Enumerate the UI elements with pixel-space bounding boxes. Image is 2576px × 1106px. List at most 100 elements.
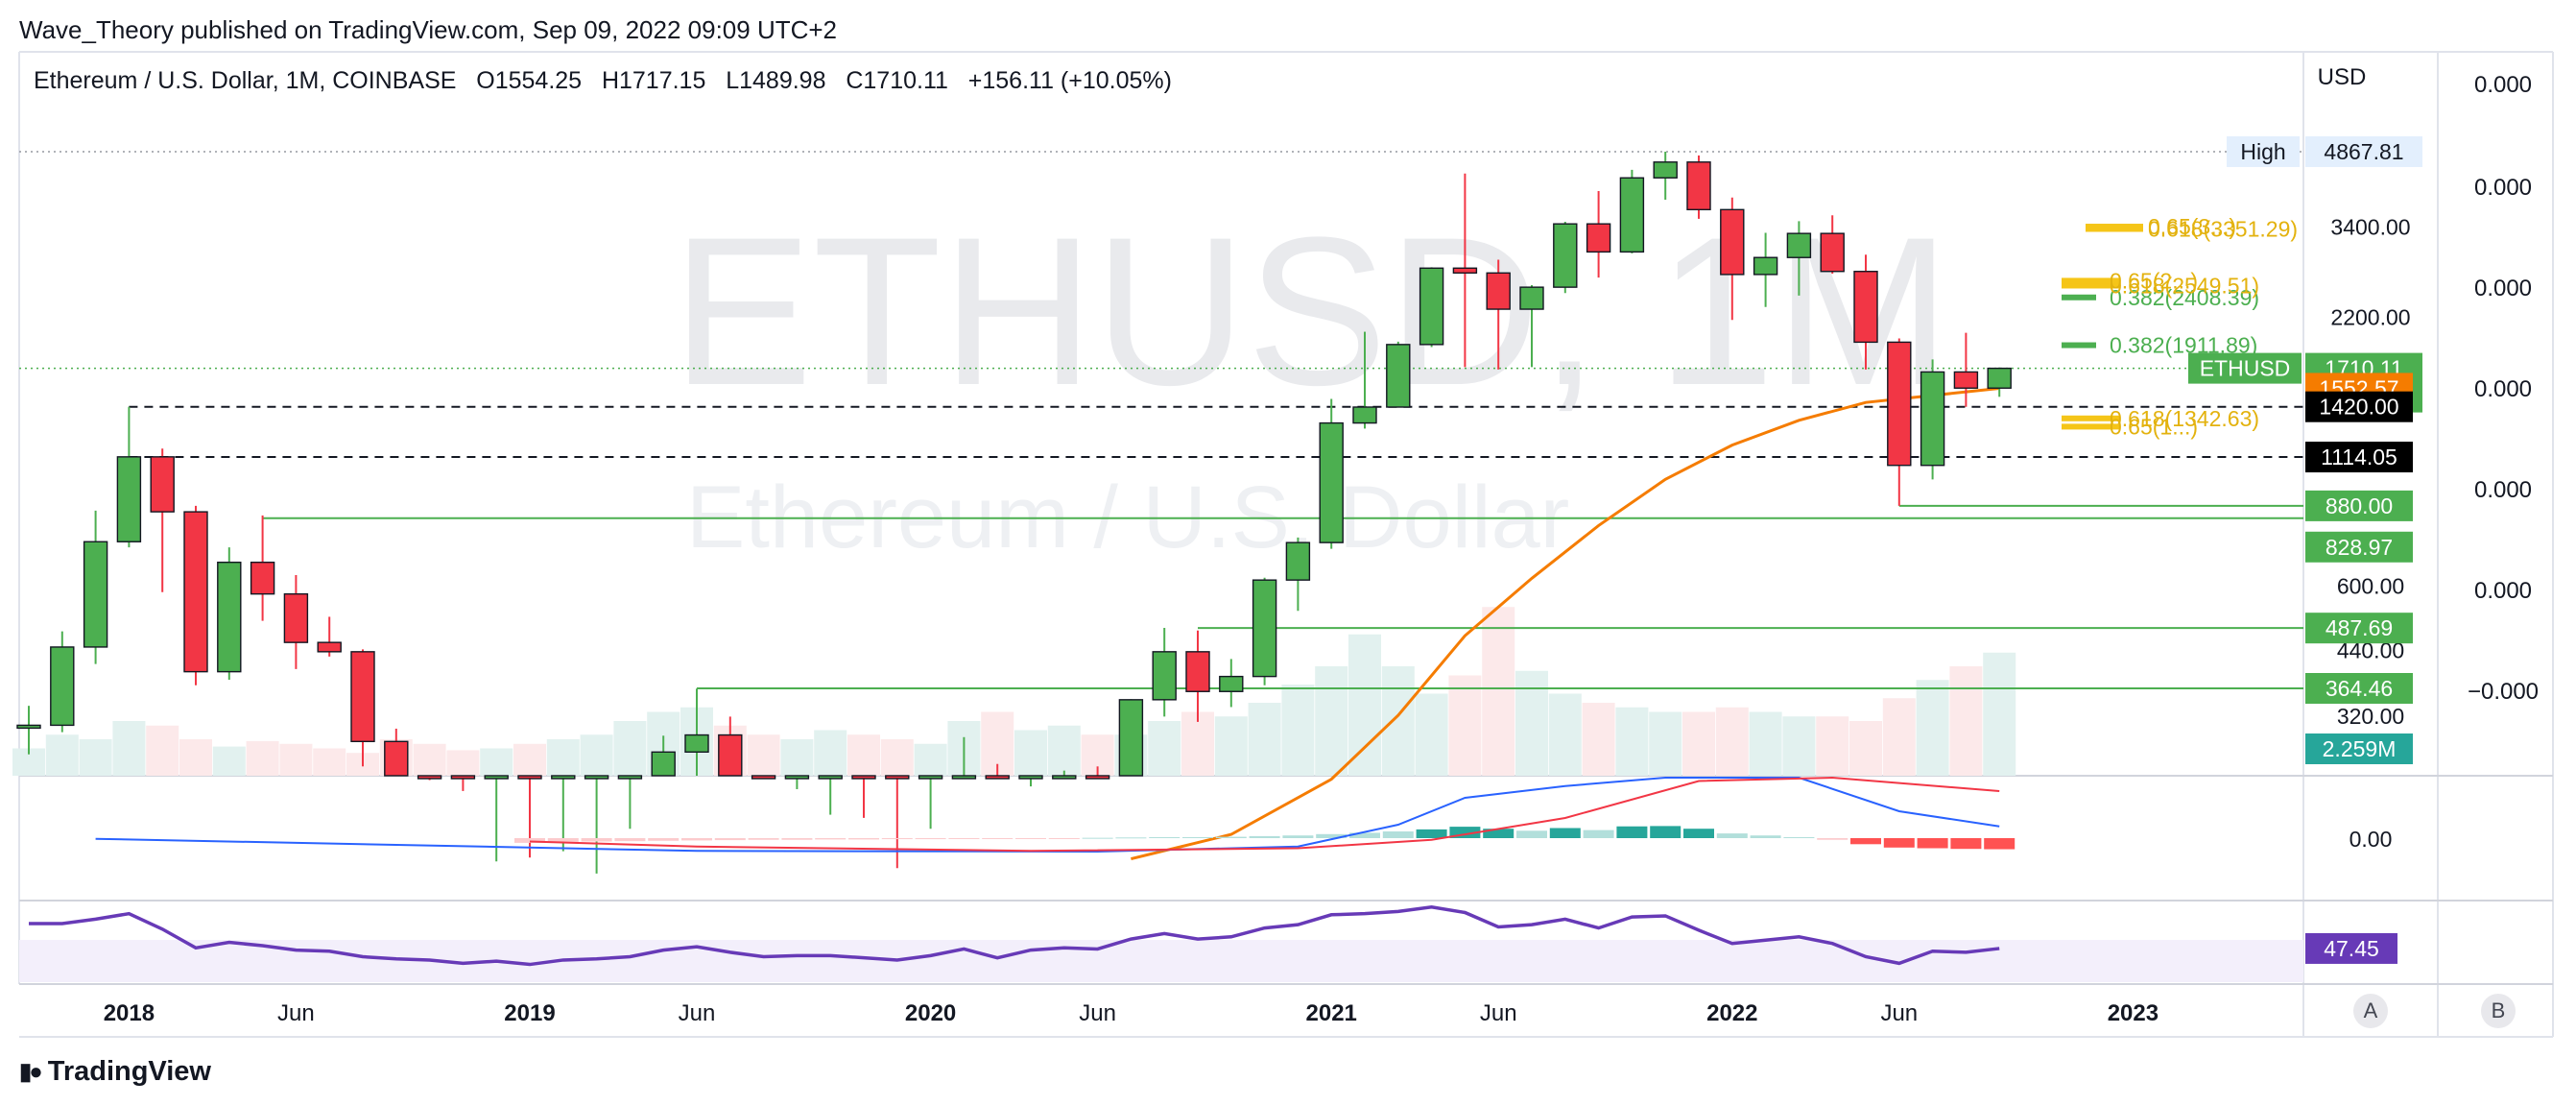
rsi-band <box>19 940 2303 982</box>
candle-body <box>50 646 75 727</box>
candle-body <box>1018 775 1043 780</box>
auto-scale-button[interactable]: A <box>2353 994 2388 1028</box>
macd-histogram-bar <box>1249 835 1280 838</box>
low-value: 1489.98 <box>739 67 826 94</box>
volume-bar <box>914 743 947 776</box>
ticker-badge <box>2188 352 2302 384</box>
volume-bar <box>112 721 146 776</box>
volume-bar <box>880 739 914 776</box>
macd-histogram-bar <box>1182 836 1213 838</box>
candle-body <box>317 641 342 653</box>
volume-bar <box>413 743 446 776</box>
candle-body <box>918 775 943 780</box>
ticker-badge-label: ETHUSD <box>2200 356 2291 381</box>
price-tick-label: 320.00 <box>2337 704 2404 729</box>
macd-histogram-bar <box>1516 830 1547 838</box>
price-badge <box>2305 490 2413 521</box>
volume-bar <box>1882 698 1916 776</box>
candle-body <box>1820 232 1845 273</box>
volume-bar <box>580 734 613 776</box>
macd-histogram-bar <box>1015 838 1046 839</box>
volume-bar <box>313 748 346 776</box>
price-badge <box>2305 442 2413 473</box>
signal-line <box>529 776 2000 853</box>
volume-bar <box>146 725 179 776</box>
footer-brand[interactable]: ▮● TradingView <box>19 1056 211 1088</box>
macd-histogram-bar <box>848 838 879 840</box>
macd-histogram-bar <box>1583 830 1614 838</box>
volume-bar <box>1415 693 1448 776</box>
volume-bar <box>1014 730 1047 776</box>
close-value: 1710.11 <box>863 67 948 94</box>
macd-histogram-bar <box>1449 827 1481 838</box>
candle-body <box>250 561 275 595</box>
volume-bar <box>1482 607 1515 776</box>
candle-body <box>1386 344 1411 408</box>
fib-label: 0.618(2549.51) <box>2110 273 2259 298</box>
time-tick-label: Jun <box>1079 1000 1116 1026</box>
price-badge-text: 1114.05 <box>2321 445 2397 469</box>
macd-histogram-bar <box>1115 837 1147 839</box>
candle-body <box>784 775 810 780</box>
price-badge <box>2305 391 2413 422</box>
candle-body <box>851 775 876 780</box>
fib-label: 0.65(1...) <box>2110 414 2198 439</box>
candle-body <box>1619 177 1645 253</box>
secondary-tick-label: 0.000 <box>2474 72 2532 98</box>
time-tick-label: 2022 <box>1706 1000 1757 1026</box>
fib-marker <box>2062 282 2119 289</box>
volume-bar <box>1248 703 1281 776</box>
price-badge-text: 364.46 <box>2326 676 2393 701</box>
symbol-ohlc-line: Ethereum / U.S. Dollar, 1M, COINBASE O15… <box>34 67 1172 95</box>
volume-bar <box>45 734 79 776</box>
volume-bar <box>79 739 112 776</box>
price-tick-label: 2200.00 <box>2330 304 2410 329</box>
fib-label: 0.65(3...) <box>2148 214 2236 239</box>
macd-histogram-bar <box>1149 836 1181 838</box>
rsi-line <box>29 904 2000 967</box>
candle-body <box>1319 421 1344 543</box>
volume-bar <box>513 743 546 776</box>
secondary-tick-label: 0.000 <box>2474 276 2532 301</box>
secondary-tick-label: 0.000 <box>2474 578 2532 604</box>
candle-body <box>150 456 175 513</box>
time-tick-label: 2021 <box>1306 1000 1357 1026</box>
macd-zero-label: 0.00 <box>2349 827 2393 852</box>
macd-histogram-bar <box>1883 838 1915 848</box>
price-badge-text: 828.97 <box>2326 535 2393 560</box>
volume-bar <box>446 750 480 776</box>
candle-body <box>116 456 142 542</box>
candle-body <box>1486 272 1511 310</box>
macd-histogram-bar <box>681 838 712 841</box>
candle-body <box>551 775 576 780</box>
volume-bar <box>1348 634 1381 776</box>
time-tick-label: 2023 <box>2108 1000 2159 1026</box>
secondary-scale-button[interactable]: B <box>2481 994 2516 1028</box>
symbol-name[interactable]: Ethereum / U.S. Dollar, 1M, COINBASE <box>34 67 457 94</box>
change-value: +156.11 (+10.05%) <box>967 67 1172 94</box>
candle-body <box>1452 267 1478 275</box>
price-badge-text: 2.259M <box>2323 736 2397 761</box>
candle-body <box>384 740 409 777</box>
candle-body <box>1753 256 1778 276</box>
macd-histogram-bar <box>1984 838 2015 850</box>
candle-body <box>83 541 108 648</box>
volume-bar <box>1548 693 1582 776</box>
fib-label: 0.618(1342.63) <box>2110 406 2259 431</box>
candle-body <box>1553 223 1578 288</box>
macd-histogram-bar <box>781 838 813 840</box>
secondary-tick-label: −0.000 <box>2468 679 2539 705</box>
volume-bar <box>1816 716 1849 776</box>
candle-body <box>818 775 843 780</box>
macd-histogram-bar <box>1549 828 1581 838</box>
candle-body <box>617 775 643 780</box>
price-tick-label: 600.00 <box>2337 573 2404 598</box>
volume-bar <box>1715 707 1749 776</box>
high-badge-label: High <box>2240 139 2285 164</box>
volume-bar <box>1582 703 1615 776</box>
candle-body <box>1686 161 1711 211</box>
price-badge <box>2305 613 2413 644</box>
price-badge <box>2305 531 2413 563</box>
candle-body <box>517 775 542 780</box>
